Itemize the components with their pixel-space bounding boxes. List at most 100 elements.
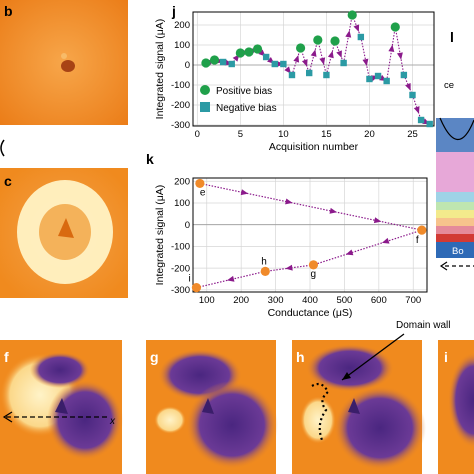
trace-arrow-icon [345,30,352,38]
trace-arrow-icon [319,57,326,65]
y-tick-label: 0 [185,220,190,231]
chart-j-markers [201,10,433,128]
positive-bias-point [295,43,306,53]
panel-label-c: c [4,173,12,189]
schematic-label-top: ce [444,80,454,91]
chart-j-xlabel: Acquisition number [269,141,359,153]
trace-segment [343,14,353,64]
trace-arrow-icon [310,49,317,57]
loop-point-label-g: g [310,269,316,280]
loop-point-h [260,266,270,276]
trace-segment [403,74,413,96]
trace-segment [317,39,327,76]
negative-bias-point [383,77,390,85]
plot-frame [192,11,435,127]
negative-bias-point [288,71,296,79]
chart-k-markers: e f g h i [188,178,427,293]
y-tick-label: -100 [171,242,190,253]
chart-j-ylabel: Integrated signal (μA) [154,19,166,120]
panel-b-image [0,0,128,125]
loop-point-label-f: f [416,235,419,246]
negative-bias-point [426,120,433,128]
y-tick-label: 200 [174,20,190,31]
positive-bias-point [201,58,211,68]
legend-negative-label: Negative bias [216,103,277,114]
loop-point-label-e: e [200,187,206,198]
negative-bias-point [262,53,270,61]
panel-f-image [0,340,123,474]
y-tick-label: 200 [174,176,190,187]
chart-j-tick-labels: 0 5 10 15 20 25 200 100 0 -100 -200 -300 [171,20,418,140]
x-tick-label: 15 [321,129,332,140]
domain-wall-arrow [341,333,405,381]
domain-wall-label: Domain wall [396,320,450,331]
loop-point-g [308,260,319,270]
panel-label-g: g [150,349,159,365]
panel-label-i: i [444,349,448,365]
trace-arrow-icon [336,50,342,58]
trace-arrow-icon [301,59,308,67]
trace-arrow-icon [345,249,354,256]
negative-bias-point [323,71,330,79]
loop-point-i [191,283,202,293]
cut-axis-label: x [109,416,116,427]
positive-bias-point [235,48,245,58]
trace-arrow-icon [240,189,249,196]
y-tick-label: -300 [171,285,190,296]
domain-wall-trace [311,382,330,441]
trace-arrow-icon [285,264,293,271]
legend-positive-label: Positive bias [216,86,272,97]
positive-bias-point [209,55,220,65]
negative-bias-point [228,60,235,68]
schematic-label-bottom: Bo [452,246,464,257]
panel-i-image [438,340,474,474]
panel-l-schematic [436,117,474,271]
chart-k-ylabel: Integrated signal (μA) [154,185,166,286]
x-tick-label: 700 [405,295,421,306]
panel-label-j: j [171,3,176,19]
loop-point-label-i: i [188,274,190,285]
positive-bias-point [244,47,254,57]
trace-segment [308,39,319,74]
trace-arrow-icon [388,44,395,53]
trace-segment [386,26,396,82]
trace-arrow-icon [329,207,337,214]
negative-bias-point [357,33,365,41]
chart-k-tick-labels: 100 200 300 400 500 600 700 200 100 0 -100 -200 -300 [171,176,421,306]
panel-label-f: f [4,349,9,365]
trace-arrow-icon [373,217,382,224]
negative-bias-point [400,71,408,79]
y-tick-label: 100 [174,40,190,51]
x-tick-label: 400 [302,295,318,306]
x-tick-label: 10 [278,129,289,140]
chart-k: e f g h i 100 200 300 400 500 600 700 200 100 0 -100 -2… [171,176,428,306]
x-tick-label: 20 [364,129,375,140]
trace-arrow-icon [327,50,334,59]
y-tick-label: -100 [171,80,190,91]
trace-arrow-icon [396,52,403,60]
positive-bias-point [347,10,357,20]
x-tick-label: 5 [238,129,243,140]
negative-bias-point [219,58,227,66]
y-tick-label: -300 [171,120,190,131]
chart-k-xlabel: Conductance (μS) [268,307,353,319]
legend-negative-marker [200,102,210,112]
positive-bias-point [252,44,263,54]
y-tick-label: 0 [185,60,190,71]
legend-positive-marker [200,85,210,95]
loop-point-label-h: h [261,256,267,267]
trace-segment [394,26,405,76]
y-tick-label: -200 [171,263,190,274]
negative-bias-point [271,60,278,68]
chart-j-legend: Positive bias Negative bias [200,85,277,114]
trace-arrow-icon [293,54,300,63]
negative-bias-point [280,60,287,68]
chart-j: 0 5 10 15 20 25 200 100 0 -100 -200 -300 [171,10,435,140]
chart-k-grid [193,178,427,292]
chart-j-axes [192,11,435,127]
panel-label-k: k [146,151,154,167]
negative-bias-point [305,69,313,77]
trace-arrow-icon [353,24,360,32]
negative-bias-point [366,75,373,83]
